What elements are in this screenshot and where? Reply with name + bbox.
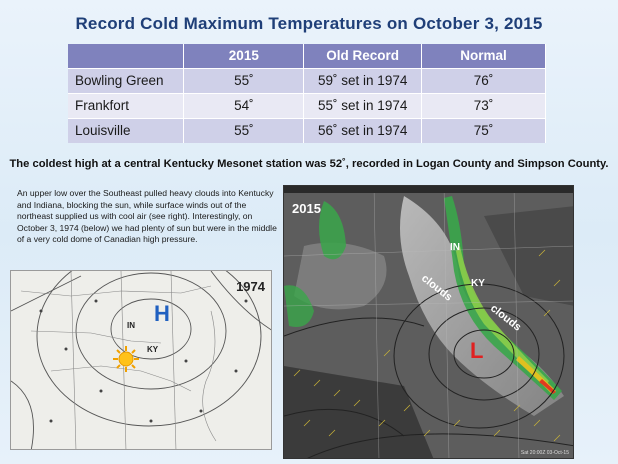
satellite-year: 2015	[292, 201, 321, 216]
header-2015: 2015	[183, 44, 305, 68]
value-2015-cell: 55˚	[183, 67, 305, 93]
normal-cell: 75˚	[421, 117, 546, 143]
description-text: An upper low over the Southeast pulled h…	[17, 188, 277, 245]
city-cell: Louisville	[68, 117, 185, 143]
page-title: Record Cold Maximum Temperatures on Octo…	[75, 14, 543, 33]
satellite-image-2015: 2015 IN KY clouds clouds L Sat 20:00Z 03…	[283, 185, 574, 459]
header-empty	[68, 44, 185, 68]
low-pressure-label: L	[470, 338, 484, 363]
state-label-in: IN	[127, 321, 135, 330]
satellite-timestamp: Sat 20:00Z 03-Oct-15	[520, 450, 569, 456]
satellite-drawing	[284, 186, 573, 458]
map-1974-year: 1974	[236, 279, 265, 294]
high-pressure-label: H	[154, 301, 170, 326]
table-header-row: 2015 Old Record Normal	[68, 44, 546, 68]
old-record-cell: 59˚ set in 1974	[303, 67, 423, 93]
value-2015-cell: 54˚	[183, 92, 305, 118]
table-row: Bowling Green 55˚ 59˚ set in 1974 76˚	[68, 67, 546, 93]
state-label-ky: KY	[147, 345, 159, 354]
satellite-toolbar	[284, 186, 573, 193]
city-cell: Frankfort	[68, 92, 185, 118]
city-cell: Bowling Green	[68, 67, 185, 93]
table-row: Louisville 55˚ 56˚ set in 1974 75˚	[68, 117, 546, 143]
records-table: 2015 Old Record Normal Bowling Green 55˚…	[68, 44, 546, 143]
normal-cell: 76˚	[421, 67, 546, 93]
table-row: Frankfort 54˚ 55˚ set in 1974 73˚	[68, 92, 546, 118]
sun-icon	[113, 346, 139, 372]
old-record-cell: 56˚ set in 1974	[303, 117, 423, 143]
surface-map-1974: 1974 H IN KY	[10, 270, 272, 450]
header-old-record: Old Record	[303, 44, 423, 68]
header-normal: Normal	[421, 44, 546, 68]
coldest-high-note: The coldest high at a central Kentucky M…	[9, 158, 609, 170]
normal-cell: 73˚	[421, 92, 546, 118]
value-2015-cell: 55˚	[183, 117, 305, 143]
old-record-cell: 55˚ set in 1974	[303, 92, 423, 118]
surface-map-drawing	[11, 271, 271, 449]
satellite-state-ky: KY	[471, 278, 485, 289]
satellite-state-in: IN	[450, 242, 460, 253]
